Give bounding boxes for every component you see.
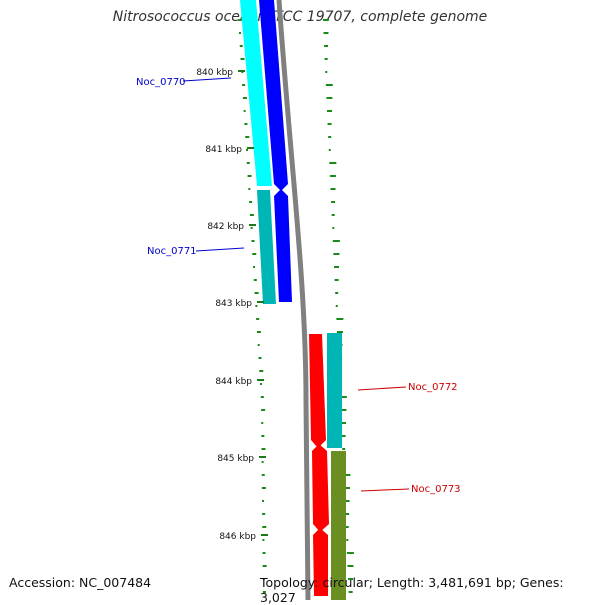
gene-arrow-noc0773 bbox=[312, 444, 329, 532]
cog-bar-noc0771 bbox=[257, 190, 276, 304]
gene-arrow-noc0772 bbox=[309, 334, 326, 448]
gene-label-noc0770: Noc_0770 bbox=[136, 77, 186, 88]
leader-line-noc0770 bbox=[182, 77, 232, 82]
cog-bar-noc0770 bbox=[240, 0, 272, 186]
tick-label: 843 kbp bbox=[215, 299, 252, 309]
leader-line-noc0771 bbox=[195, 247, 245, 252]
cog-bar-noc0772 bbox=[327, 333, 342, 448]
gene-arrow-noc0771 bbox=[274, 189, 292, 302]
tick-label: 846 kbp bbox=[219, 532, 256, 542]
genome-backbone bbox=[276, 0, 311, 600]
tick-label: 840 kbp bbox=[196, 68, 233, 78]
gene-arrow-noc0770 bbox=[259, 0, 288, 191]
gene-label-noc0773: Noc_0773 bbox=[411, 484, 461, 495]
genome-summary-text: Topology: circular; Length: 3,481,691 bp… bbox=[260, 575, 564, 605]
cog-bar-noc0773 bbox=[331, 451, 346, 600]
tick-label: 841 kbp bbox=[205, 145, 242, 155]
gene-arrow-next bbox=[313, 528, 328, 596]
gc-content-track bbox=[238, 19, 267, 593]
leader-line-noc0773 bbox=[360, 488, 410, 492]
tick-label: 845 kbp bbox=[217, 454, 254, 464]
leader-line-noc0772 bbox=[357, 386, 407, 391]
accession-text: Accession: NC_007484 bbox=[9, 575, 152, 590]
tick-label: 844 kbp bbox=[215, 377, 252, 387]
coordinate-ticks: 840 kbp 841 kbp 842 kbp 843 kbp 844 kbp 845 k… bbox=[196, 68, 268, 542]
gene-label-noc0771: Noc_0771 bbox=[147, 246, 197, 257]
gene-label-noc0772: Noc_0772 bbox=[408, 382, 458, 393]
tick-label: 842 kbp bbox=[207, 222, 244, 232]
map-title: Nitrosococcus oceani ATCC 19707, complet… bbox=[112, 9, 488, 25]
